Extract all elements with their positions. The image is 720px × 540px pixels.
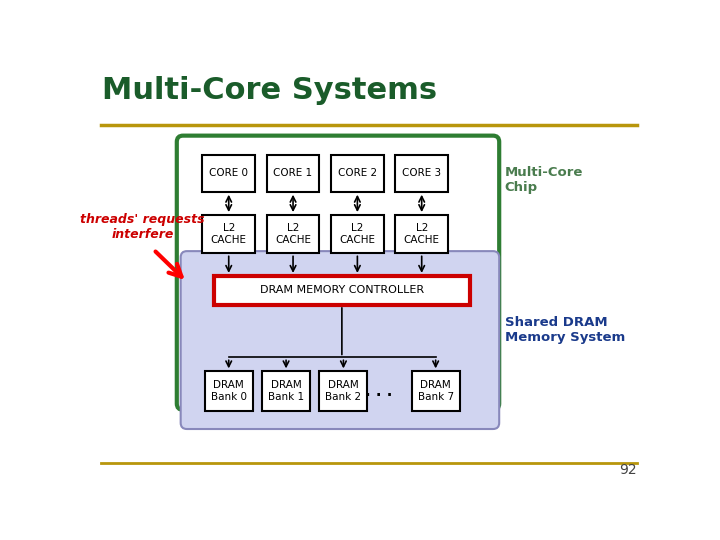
FancyBboxPatch shape bbox=[412, 372, 459, 411]
Text: Multi-Core Systems: Multi-Core Systems bbox=[102, 76, 437, 105]
FancyBboxPatch shape bbox=[214, 276, 469, 305]
Text: L2
CACHE: L2 CACHE bbox=[211, 224, 247, 245]
FancyBboxPatch shape bbox=[266, 215, 320, 253]
Text: threads' requests
interfere: threads' requests interfere bbox=[81, 213, 205, 240]
Text: CORE 2: CORE 2 bbox=[338, 168, 377, 178]
FancyBboxPatch shape bbox=[266, 155, 320, 192]
Text: CORE 0: CORE 0 bbox=[210, 168, 248, 178]
Text: L2
CACHE: L2 CACHE bbox=[275, 224, 311, 245]
Text: . . .: . . . bbox=[364, 384, 392, 399]
FancyBboxPatch shape bbox=[202, 155, 255, 192]
Text: CORE 1: CORE 1 bbox=[274, 168, 312, 178]
Text: 92: 92 bbox=[618, 463, 636, 477]
Text: Shared DRAM
Memory System: Shared DRAM Memory System bbox=[505, 316, 625, 345]
FancyBboxPatch shape bbox=[331, 215, 384, 253]
Text: L2
CACHE: L2 CACHE bbox=[404, 224, 440, 245]
FancyBboxPatch shape bbox=[331, 155, 384, 192]
FancyBboxPatch shape bbox=[177, 136, 499, 410]
FancyBboxPatch shape bbox=[204, 372, 253, 411]
Text: L2
CACHE: L2 CACHE bbox=[339, 224, 375, 245]
Text: CORE 3: CORE 3 bbox=[402, 168, 441, 178]
FancyBboxPatch shape bbox=[262, 372, 310, 411]
Text: DRAM MEMORY CONTROLLER: DRAM MEMORY CONTROLLER bbox=[260, 286, 424, 295]
Text: Multi-Core
Chip: Multi-Core Chip bbox=[505, 166, 583, 194]
FancyBboxPatch shape bbox=[395, 215, 448, 253]
FancyBboxPatch shape bbox=[320, 372, 367, 411]
Text: DRAM
Bank 7: DRAM Bank 7 bbox=[418, 381, 454, 402]
Text: DRAM
Bank 1: DRAM Bank 1 bbox=[268, 381, 304, 402]
Text: DRAM
Bank 2: DRAM Bank 2 bbox=[325, 381, 361, 402]
Text: DRAM
Bank 0: DRAM Bank 0 bbox=[211, 381, 247, 402]
FancyBboxPatch shape bbox=[395, 155, 448, 192]
FancyBboxPatch shape bbox=[202, 215, 255, 253]
FancyBboxPatch shape bbox=[181, 251, 499, 429]
